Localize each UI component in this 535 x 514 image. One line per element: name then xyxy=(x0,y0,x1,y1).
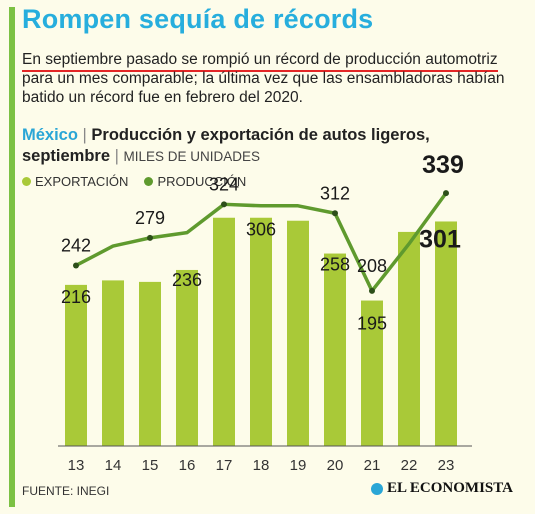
country-label: México xyxy=(22,126,78,144)
export-bar xyxy=(213,217,235,446)
description-rest: para un mes comparable; la última vez qu… xyxy=(22,70,505,106)
export-bar xyxy=(102,280,124,446)
export-bar xyxy=(139,281,161,446)
production-point xyxy=(73,262,79,269)
x-tick-label: 14 xyxy=(105,457,122,474)
production-point xyxy=(369,287,375,294)
production-data-label: 324 xyxy=(209,174,239,194)
x-tick-label: 18 xyxy=(253,457,270,474)
x-tick-label: 15 xyxy=(142,457,159,474)
export-data-label: 216 xyxy=(61,287,91,307)
export-data-label: 306 xyxy=(246,220,276,240)
export-bar xyxy=(361,300,383,446)
legend-item-export: EXPORTACIÓN xyxy=(22,174,128,189)
x-tick-label: 19 xyxy=(290,457,307,474)
legend-dot-production-icon xyxy=(144,177,154,186)
production-point xyxy=(443,190,449,197)
export-data-label: 236 xyxy=(172,270,202,290)
x-tick-label: 23 xyxy=(438,457,455,474)
subtitle-separator: | xyxy=(82,126,87,144)
description: En septiembre pasado se rompió un récord… xyxy=(22,50,522,107)
export-bar xyxy=(398,231,420,446)
x-tick-label: 21 xyxy=(364,457,381,474)
production-data-label: 208 xyxy=(357,256,387,276)
x-tick-label: 20 xyxy=(327,457,344,474)
accent-bar xyxy=(9,7,15,507)
production-line xyxy=(75,192,448,293)
units-separator: | xyxy=(114,147,119,165)
legend-item-production: PRODUCCIÓN xyxy=(144,174,246,189)
export-data-label: 195 xyxy=(357,314,387,334)
publisher-logo: EL ECONOMISTA xyxy=(371,480,513,497)
export-bar xyxy=(250,217,272,446)
legend-dot-export-icon xyxy=(22,177,31,186)
chart-legend: EXPORTACIÓN PRODUCCIÓN xyxy=(22,174,254,189)
production-data-label: 279 xyxy=(135,208,165,228)
description-highlight: En septiembre pasado se rompió un récord… xyxy=(22,51,498,72)
source-label: FUENTE: INEGI xyxy=(22,484,110,498)
x-tick-label: 13 xyxy=(68,457,85,474)
production-point xyxy=(221,201,227,208)
export-bar xyxy=(435,221,457,446)
legend-label-export: EXPORTACIÓN xyxy=(35,174,129,189)
units-label: MILES DE UNIDADES xyxy=(123,149,261,164)
export-bar xyxy=(324,253,346,446)
export-bar xyxy=(65,284,87,446)
production-data-label: 312 xyxy=(320,183,350,203)
logo-mark-icon xyxy=(371,482,383,495)
export-bar xyxy=(287,220,309,446)
export-data-label: 258 xyxy=(320,255,350,275)
logo-text: EL ECONOMISTA xyxy=(387,480,513,496)
export-bar xyxy=(176,269,198,446)
production-point xyxy=(332,210,338,217)
production-point xyxy=(147,234,153,241)
x-tick-label: 17 xyxy=(216,457,233,474)
chart-subtitle: México | Producción y exportación de aut… xyxy=(22,125,522,167)
subtitle-text: Producción y exportación de autos ligero… xyxy=(22,126,430,165)
x-tick-label: 22 xyxy=(401,457,418,474)
page-title: Rompen sequía de récords xyxy=(22,4,374,34)
production-data-label: 339 xyxy=(422,151,464,179)
production-data-label: 242 xyxy=(61,235,91,255)
export-data-label: 301 xyxy=(419,225,461,253)
legend-label-production: PRODUCCIÓN xyxy=(157,174,247,189)
x-tick-label: 16 xyxy=(179,457,196,474)
